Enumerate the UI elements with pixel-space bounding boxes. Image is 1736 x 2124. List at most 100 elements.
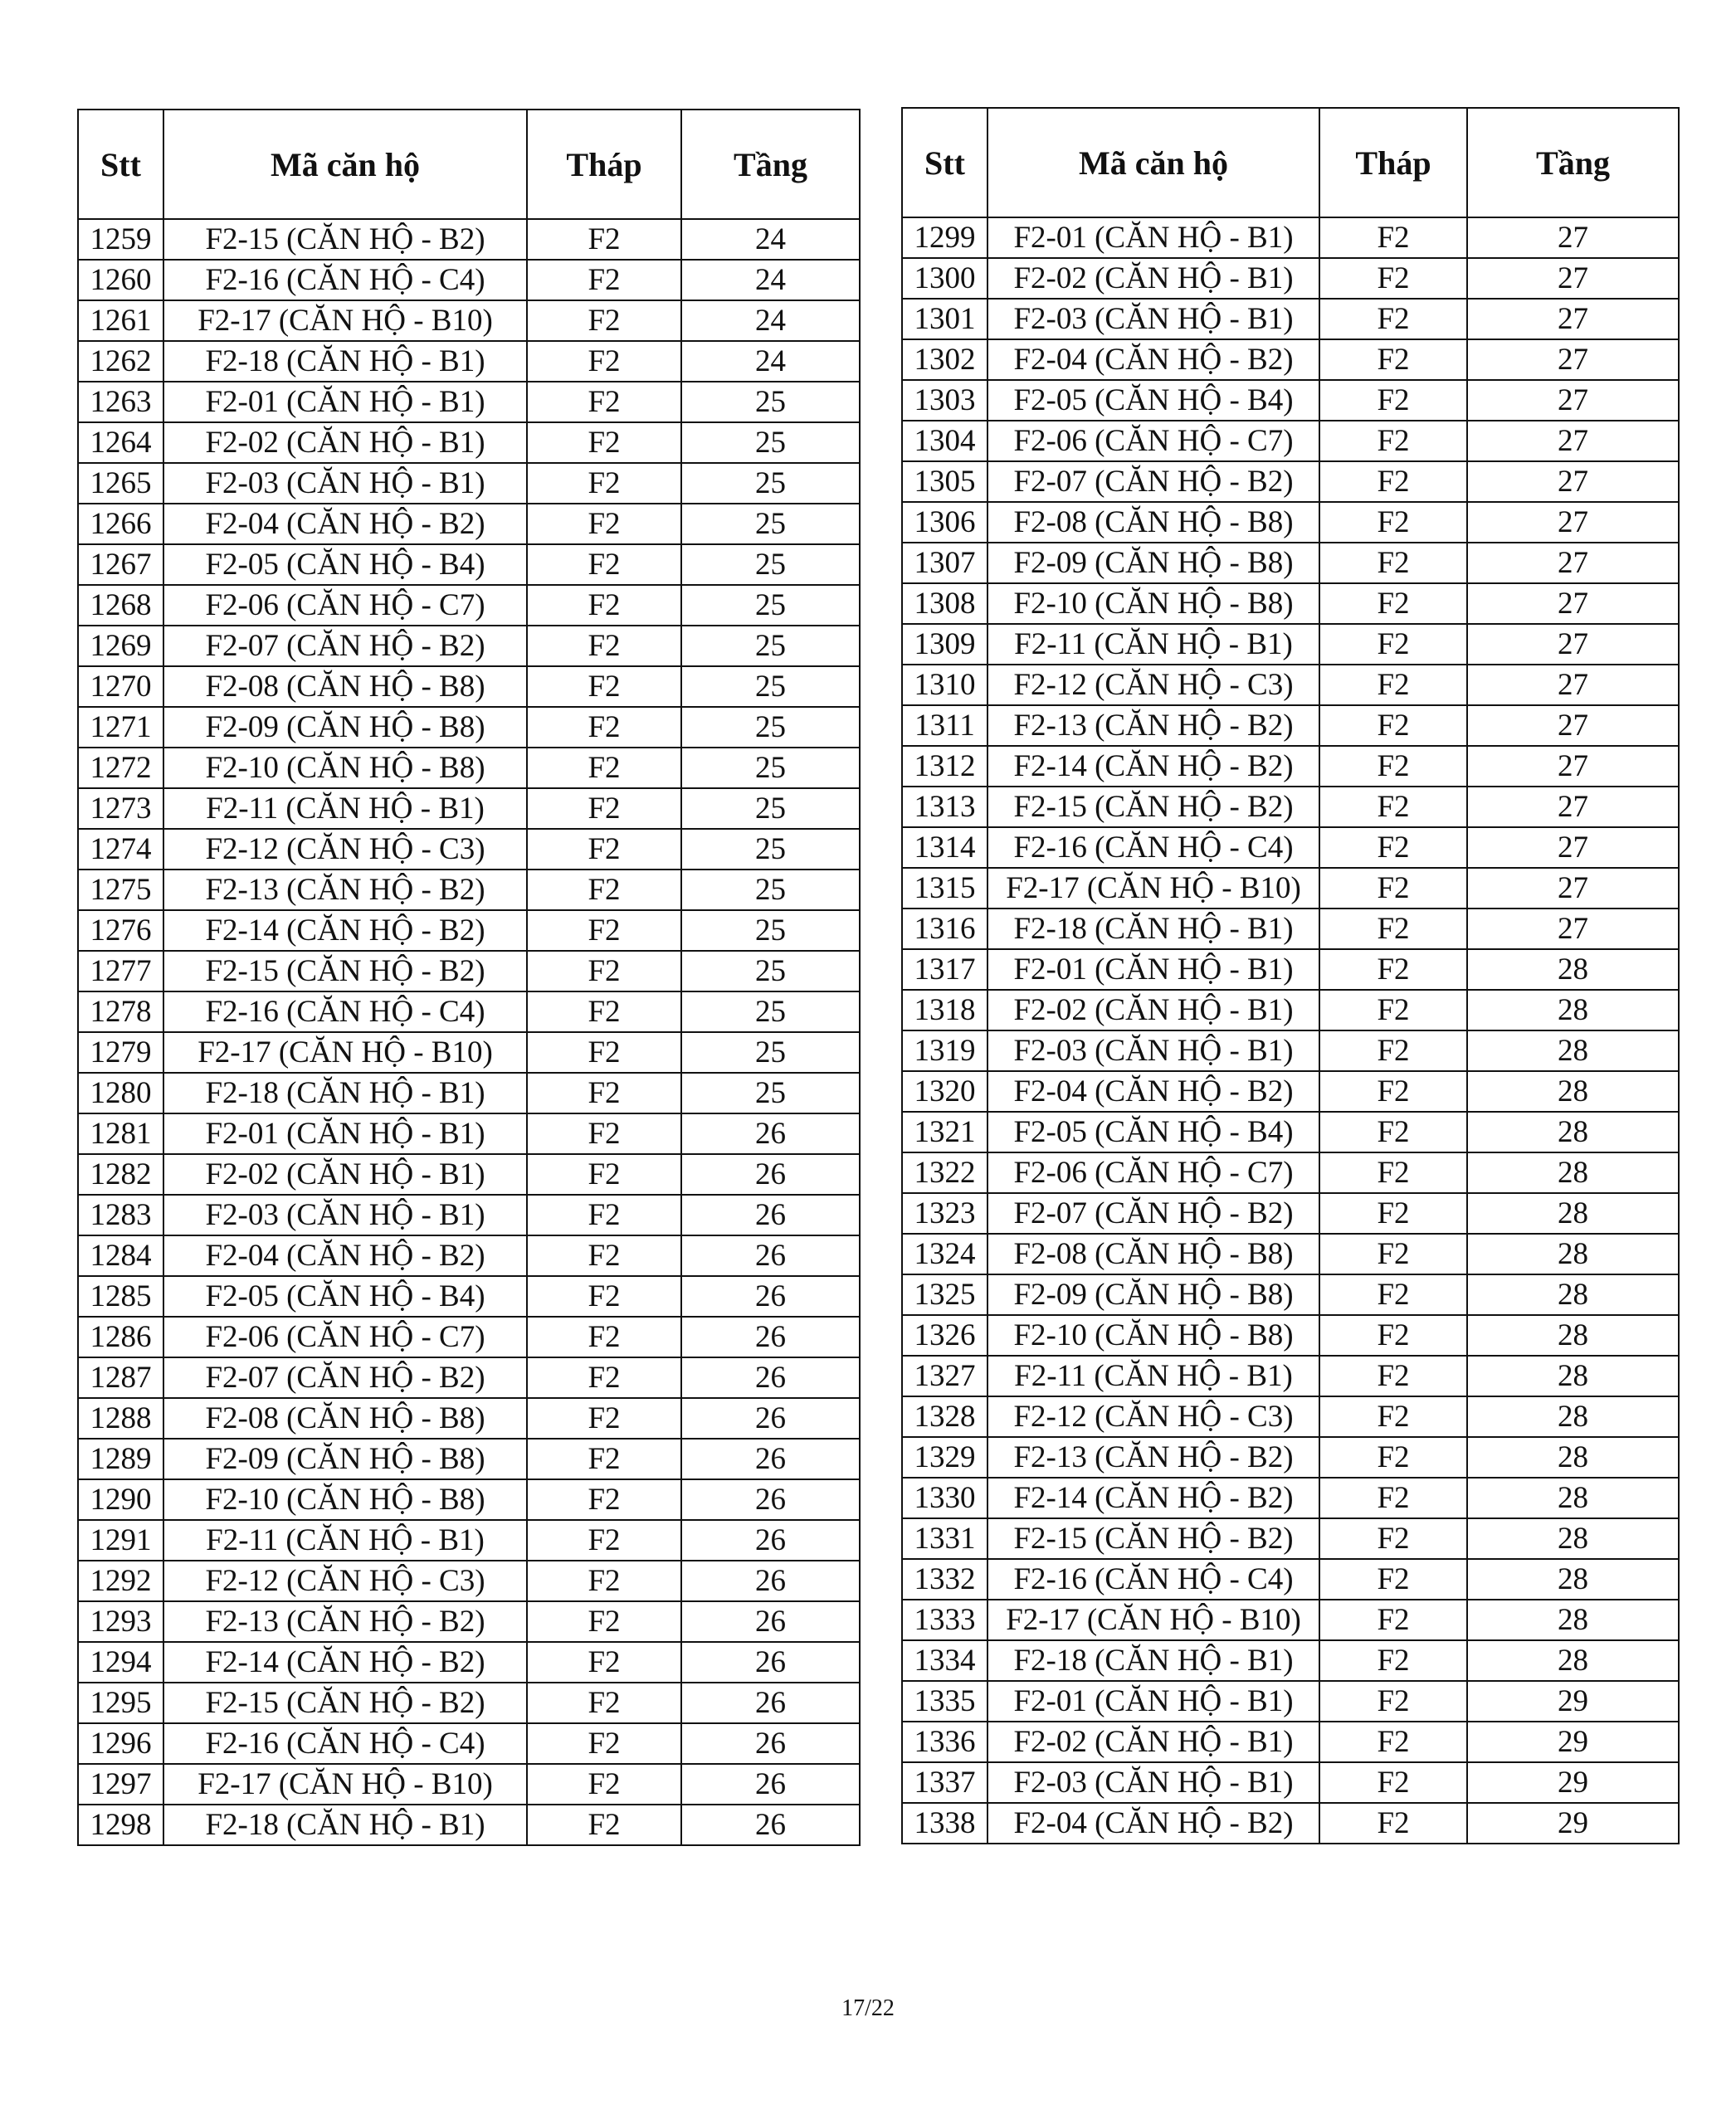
cell: 28: [1466, 1111, 1680, 1153]
row: 1287 F2-07 (CĂN HỘ - B2) F2 26: [77, 1357, 861, 1399]
row: 1285 F2-05 (CĂN HỘ - B4) F2 26: [77, 1275, 861, 1318]
cell: F2: [1319, 1761, 1468, 1804]
cell: 27: [1466, 664, 1680, 706]
cell: 1282: [77, 1153, 164, 1196]
cell: F2: [1319, 1517, 1468, 1560]
cell: F2-10 (CĂN HỘ - B8): [163, 1479, 528, 1521]
cell: F2-15 (CĂN HỘ - B2): [163, 950, 528, 992]
row: 1329 F2-13 (CĂN HỘ - B2) F2 28: [901, 1436, 1680, 1479]
cell: 29: [1466, 1721, 1680, 1763]
cell: 1326: [901, 1314, 988, 1357]
cell: F2: [526, 869, 682, 911]
cell: 25: [680, 625, 861, 667]
row: 1336 F2-02 (CĂN HỘ - B1) F2 29: [901, 1721, 1680, 1763]
row: 1293 F2-13 (CĂN HỘ - B2) F2 26: [77, 1600, 861, 1643]
row: 1303 F2-05 (CĂN HỘ - B4) F2 27: [901, 379, 1680, 421]
cell: F2-08 (CĂN HỘ - B8): [163, 1397, 528, 1440]
cell: 1337: [901, 1761, 988, 1804]
header-cell: Tầng: [680, 109, 861, 220]
cell: F2-18 (CĂN HỘ - B1): [987, 908, 1320, 950]
cell: 1328: [901, 1396, 988, 1438]
apartment-table: Stt Mã căn hộ Tháp Tầng 1299 F2-01 (CĂN HỘ -…: [901, 107, 1680, 1844]
row: 1279 F2-17 (CĂN HỘ - B10) F2 25: [77, 1031, 861, 1074]
cell: 1329: [901, 1436, 988, 1479]
cell: 28: [1466, 1558, 1680, 1600]
row: 1267 F2-05 (CĂN HỘ - B4) F2 25: [77, 543, 861, 586]
cell: 1300: [901, 257, 988, 300]
cell: F2: [1319, 623, 1468, 665]
cell: F2-03 (CĂN HỘ - B1): [987, 1761, 1320, 1804]
cell: 1297: [77, 1763, 164, 1805]
cell: F2: [526, 1600, 682, 1643]
cell: F2-07 (CĂN HỘ - B2): [987, 1192, 1320, 1235]
cell: F2: [526, 503, 682, 545]
row: 1273 F2-11 (CĂN HỘ - B1) F2 25: [77, 787, 861, 830]
cell: F2: [526, 1235, 682, 1277]
cell: 1289: [77, 1438, 164, 1480]
cell: F2: [1319, 542, 1468, 584]
cell: F2-18 (CĂN HỘ - B1): [163, 1804, 528, 1846]
cell: 1334: [901, 1639, 988, 1682]
cell: 1266: [77, 503, 164, 545]
cell: 1314: [901, 826, 988, 869]
row: 1280 F2-18 (CĂN HỘ - B1) F2 25: [77, 1072, 861, 1114]
row: 1312 F2-14 (CĂN HỘ - B2) F2 27: [901, 745, 1680, 787]
cell: 25: [680, 828, 861, 870]
cell: F2: [526, 1560, 682, 1602]
cell: F2: [1319, 1274, 1468, 1316]
cell: 28: [1466, 1599, 1680, 1641]
cell: 1265: [77, 462, 164, 504]
cell: F2-11 (CĂN HỘ - B1): [163, 1519, 528, 1561]
cell: 26: [680, 1113, 861, 1155]
cell: F2: [526, 747, 682, 789]
cell: 29: [1466, 1680, 1680, 1722]
cell: 1281: [77, 1113, 164, 1155]
cell: 1338: [901, 1802, 988, 1844]
cell: F2-03 (CĂN HỘ - B1): [163, 462, 528, 504]
cell: F2: [526, 950, 682, 992]
cell: 1301: [901, 298, 988, 340]
row: 1296 F2-16 (CĂN HỘ - C4) F2 26: [77, 1722, 861, 1765]
cell: F2-03 (CĂN HỘ - B1): [987, 1030, 1320, 1072]
cell: F2: [526, 1682, 682, 1724]
cell: F2: [526, 1275, 682, 1318]
cell: F2-09 (CĂN HỘ - B8): [163, 1438, 528, 1480]
cell: F2: [1319, 460, 1468, 503]
cell: 28: [1466, 1517, 1680, 1560]
cell: 1267: [77, 543, 164, 586]
cell: F2-18 (CĂN HỘ - B1): [163, 340, 528, 382]
cell: 26: [680, 1357, 861, 1399]
apartment-table: Stt Mã căn hộ Tháp Tầng 1259 F2-15 (CĂN HỘ -…: [77, 109, 861, 1846]
row: 1326 F2-10 (CĂN HỘ - B8) F2 28: [901, 1314, 1680, 1357]
cell: F2: [526, 381, 682, 423]
row: 1324 F2-08 (CĂN HỘ - B8) F2 28: [901, 1233, 1680, 1275]
cell: 26: [680, 1275, 861, 1318]
cell: F2: [1319, 1233, 1468, 1275]
cell: 1316: [901, 908, 988, 950]
header-row: Stt Mã căn hộ Tháp Tầng: [77, 109, 861, 220]
cell: 25: [680, 421, 861, 464]
cell: F2: [1319, 1396, 1468, 1438]
cell: F2-01 (CĂN HỘ - B1): [163, 381, 528, 423]
cell: 26: [680, 1194, 861, 1236]
cell: F2-07 (CĂN HỘ - B2): [987, 460, 1320, 503]
cell: F2: [1319, 826, 1468, 869]
cell: 27: [1466, 420, 1680, 462]
cell: F2: [1319, 1721, 1468, 1763]
cell: F2-08 (CĂN HỘ - B8): [987, 501, 1320, 543]
row: 1317 F2-01 (CĂN HỘ - B1) F2 28: [901, 948, 1680, 991]
cell: F2-07 (CĂN HỘ - B2): [163, 625, 528, 667]
cell: F2-05 (CĂN HỘ - B4): [987, 379, 1320, 421]
cell: F2: [526, 421, 682, 464]
cell: F2-16 (CĂN HỘ - C4): [163, 259, 528, 301]
cell: 1323: [901, 1192, 988, 1235]
row: 1270 F2-08 (CĂN HỘ - B8) F2 25: [77, 665, 861, 708]
cell: F2: [1319, 420, 1468, 462]
cell: F2: [1319, 745, 1468, 787]
row: 1306 F2-08 (CĂN HỘ - B8) F2 27: [901, 501, 1680, 543]
cell: 26: [680, 1316, 861, 1358]
cell: 25: [680, 787, 861, 830]
cell: 25: [680, 381, 861, 423]
cell: 1311: [901, 704, 988, 747]
cell: F2-14 (CĂN HỘ - B2): [163, 1641, 528, 1683]
